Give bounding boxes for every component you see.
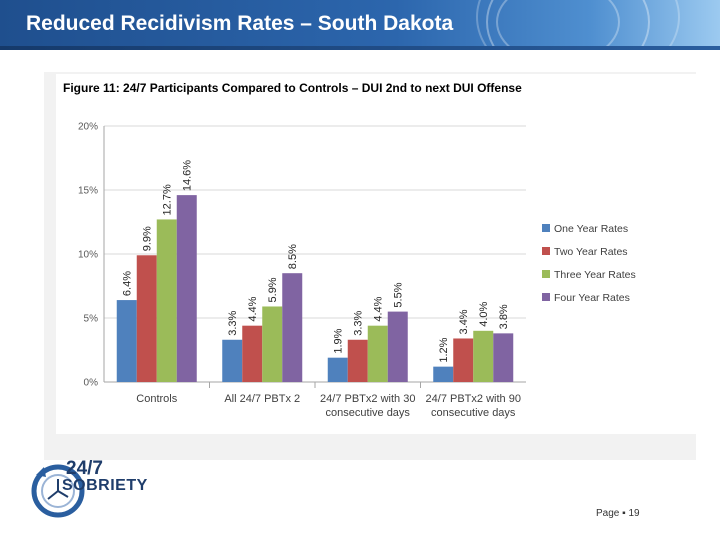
- category-label: consecutive days: [431, 407, 516, 419]
- legend-label: Four Year Rates: [554, 292, 630, 304]
- category-label: Controls: [136, 393, 177, 405]
- figure-area: Figure 11: 24/7 Participants Compared to…: [56, 74, 696, 434]
- y-tick-label: 5%: [84, 314, 99, 325]
- data-label: 1.9%: [333, 328, 345, 353]
- bar: [453, 338, 474, 382]
- data-label: 8.5%: [287, 244, 299, 269]
- legend-swatch: [542, 247, 550, 255]
- data-label: 3.8%: [498, 304, 510, 329]
- slide-header: Reduced Recidivism Rates – South Dakota: [0, 0, 720, 50]
- bar: [116, 300, 137, 382]
- bar: [136, 255, 157, 382]
- y-tick-label: 10%: [78, 250, 98, 261]
- category-label: 24/7 PBTx2 with 30: [320, 393, 415, 405]
- bar: [367, 325, 388, 382]
- bar: [222, 339, 243, 382]
- header-swirl-decoration: [476, 0, 680, 50]
- data-label: 5.5%: [393, 282, 405, 307]
- header-swirl-decoration: [496, 0, 620, 50]
- legend-label: One Year Rates: [554, 223, 628, 235]
- logo-text-sobriety: SOBRIETY: [62, 477, 148, 494]
- data-label: 6.4%: [122, 271, 134, 296]
- bar: [387, 311, 408, 382]
- category-label: All 24/7 PBTx 2: [224, 393, 300, 405]
- data-label: 4.0%: [478, 302, 490, 327]
- bar: [282, 273, 303, 382]
- bar: [327, 357, 348, 382]
- data-label: 4.4%: [247, 296, 259, 321]
- bar: [242, 325, 263, 382]
- y-tick-label: 15%: [78, 186, 98, 197]
- data-label: 3.3%: [227, 310, 239, 335]
- legend-swatch: [542, 224, 550, 232]
- data-label: 12.7%: [162, 184, 174, 215]
- sobriety-logo: 24/7 SOBRIETY: [28, 455, 168, 527]
- logo-clock-icon: [31, 464, 85, 518]
- legend-swatch: [542, 293, 550, 301]
- data-label: 3.4%: [458, 309, 470, 334]
- y-tick-label: 0%: [84, 378, 99, 389]
- bar: [347, 339, 368, 382]
- data-label: 1.2%: [438, 337, 450, 362]
- bar: [473, 330, 494, 382]
- data-label: 4.4%: [373, 296, 385, 321]
- data-label: 3.3%: [353, 310, 365, 335]
- bar: [262, 306, 283, 382]
- data-label: 5.9%: [267, 277, 279, 302]
- bar-chart: Figure 11: 24/7 Participants Compared to…: [63, 81, 636, 419]
- bar: [156, 219, 177, 382]
- legend-swatch: [542, 270, 550, 278]
- bar: [433, 366, 454, 382]
- category-label: consecutive days: [326, 407, 411, 419]
- data-label: 9.9%: [142, 226, 154, 251]
- page-number: Page ▪ 19: [596, 508, 640, 519]
- bar: [493, 333, 514, 382]
- y-tick-label: 20%: [78, 122, 98, 133]
- bar: [176, 195, 197, 382]
- legend-label: Three Year Rates: [554, 269, 636, 281]
- category-label: 24/7 PBTx2 with 90: [426, 393, 521, 405]
- legend-label: Two Year Rates: [554, 246, 628, 258]
- chart-title: Figure 11: 24/7 Participants Compared to…: [63, 81, 522, 95]
- slide-title: Reduced Recidivism Rates – South Dakota: [26, 12, 454, 35]
- data-label: 14.6%: [182, 160, 194, 191]
- logo-text-247: 24/7: [66, 458, 103, 479]
